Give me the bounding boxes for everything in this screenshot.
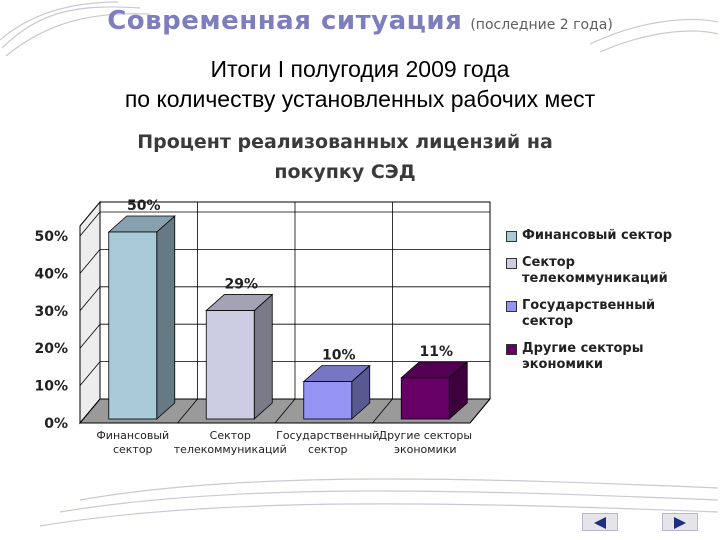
floor-divider	[469, 398, 491, 424]
slide-title: Современная ситуация (последние 2 года)	[0, 6, 720, 36]
floor-divider	[372, 398, 393, 424]
legend-label: телекоммуникаций	[522, 271, 668, 286]
next-slide-button[interactable]	[662, 513, 698, 531]
floor-divider	[177, 398, 198, 424]
y-tick-label: 40%	[34, 266, 68, 282]
y-tick-label: 50%	[34, 229, 68, 245]
legend-label: Сектор	[522, 255, 575, 270]
x-tick-label: Финансовый	[96, 429, 169, 442]
x-tick-label: Другие секторы	[378, 429, 472, 442]
x-tick-label: Сектор	[210, 429, 251, 442]
bar	[205, 310, 255, 420]
triangle-left-icon	[594, 517, 606, 529]
legend-swatch	[506, 344, 517, 355]
title-note: (последние 2 года)	[470, 17, 613, 33]
triangle-right-icon	[674, 517, 686, 529]
legend-label: сектор	[522, 314, 574, 329]
gridline-side	[79, 211, 101, 237]
gridline-side	[79, 286, 101, 312]
y-tick-label: 0%	[44, 416, 68, 432]
x-tick-label: сектор	[308, 443, 348, 456]
y-tick-label: 20%	[34, 341, 68, 357]
chart-side-wall	[79, 200, 101, 425]
legend-item: Другие секторы экономики	[506, 341, 716, 373]
legend-label: Государственный	[522, 298, 656, 313]
chart-title-line-2: покупку СЭД	[274, 161, 416, 183]
y-tick-label: 30%	[34, 304, 68, 320]
x-tick-label: Государственный	[276, 429, 379, 442]
chart-legend: Финансовый сектор Сектор телекоммуникаций Г…	[506, 228, 716, 384]
gridline-side	[79, 361, 101, 386]
gridline-side	[79, 249, 101, 274]
legend-label: Другие секторы	[522, 341, 644, 356]
legend-label: экономики	[522, 357, 604, 372]
floor-divider	[79, 398, 101, 424]
data-label: 11%	[419, 344, 453, 360]
legend-swatch	[506, 258, 517, 269]
bar-side	[253, 293, 273, 420]
gridline-side	[79, 323, 101, 349]
bar	[108, 231, 158, 420]
prev-slide-button[interactable]	[582, 513, 618, 531]
subtitle-line-2: по количеству установленных рабочих мест	[124, 86, 596, 112]
data-label: 50%	[127, 198, 161, 214]
subtitle-line-1: Итоги I полугодия 2009 года	[210, 56, 510, 82]
title-main: Современная ситуация	[107, 6, 463, 36]
legend-item: Сектор телекоммуникаций	[506, 255, 716, 287]
legend-label: Финансовый сектор	[522, 228, 673, 243]
bar	[303, 381, 353, 420]
x-tick-label: сектор	[113, 443, 153, 456]
legend-item: Финансовый сектор	[506, 228, 716, 244]
legend-item: Государственный сектор	[506, 298, 716, 330]
chart-title-line-1: Процент реализованных лицензий на	[137, 131, 553, 153]
x-tick-label: телекоммуникаций	[174, 443, 287, 456]
legend-swatch	[506, 231, 517, 242]
x-tick-label: экономики	[394, 443, 457, 456]
bar-side	[156, 215, 176, 420]
floor-divider	[274, 398, 296, 424]
data-label: 10%	[322, 348, 356, 364]
y-tick-label: 10%	[34, 379, 68, 395]
bar	[400, 377, 450, 420]
data-label: 29%	[224, 277, 258, 293]
legend-swatch	[506, 301, 517, 312]
